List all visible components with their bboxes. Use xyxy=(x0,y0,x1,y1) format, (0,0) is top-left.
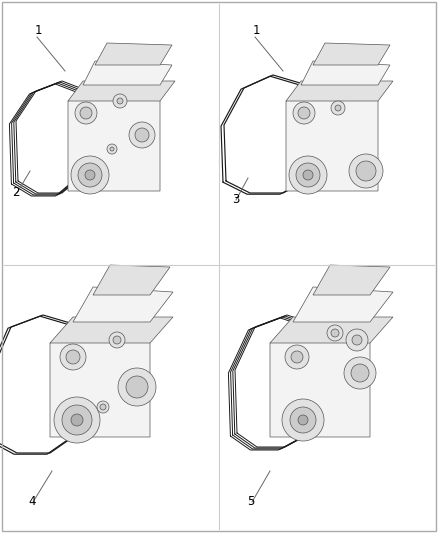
Polygon shape xyxy=(68,81,175,101)
Circle shape xyxy=(109,332,125,348)
Polygon shape xyxy=(83,61,172,85)
Circle shape xyxy=(129,122,155,148)
Circle shape xyxy=(331,329,339,337)
Circle shape xyxy=(327,325,343,341)
Circle shape xyxy=(349,154,383,188)
Polygon shape xyxy=(301,61,390,85)
Circle shape xyxy=(71,414,83,426)
Circle shape xyxy=(100,404,106,410)
Circle shape xyxy=(291,351,303,363)
Circle shape xyxy=(66,350,80,364)
Polygon shape xyxy=(313,265,390,295)
Polygon shape xyxy=(270,323,370,437)
Circle shape xyxy=(113,94,127,108)
Circle shape xyxy=(60,344,86,370)
Polygon shape xyxy=(50,323,150,437)
Circle shape xyxy=(118,368,156,406)
Polygon shape xyxy=(73,287,173,322)
Text: 4: 4 xyxy=(28,495,35,508)
Circle shape xyxy=(107,144,117,154)
Circle shape xyxy=(298,107,310,119)
Circle shape xyxy=(344,357,376,389)
Circle shape xyxy=(351,364,369,382)
Circle shape xyxy=(113,336,121,344)
Text: 2: 2 xyxy=(12,186,20,199)
Circle shape xyxy=(110,147,114,151)
Circle shape xyxy=(290,407,316,433)
Polygon shape xyxy=(270,317,393,343)
Polygon shape xyxy=(50,317,173,343)
Polygon shape xyxy=(293,287,393,322)
Circle shape xyxy=(97,401,109,413)
Polygon shape xyxy=(313,43,390,65)
Circle shape xyxy=(356,161,376,181)
Circle shape xyxy=(85,170,95,180)
Circle shape xyxy=(352,335,362,345)
Circle shape xyxy=(135,128,149,142)
Circle shape xyxy=(54,397,100,443)
Circle shape xyxy=(117,98,123,104)
Circle shape xyxy=(282,399,324,441)
Circle shape xyxy=(346,329,368,351)
Circle shape xyxy=(296,163,320,187)
Circle shape xyxy=(303,170,313,180)
Circle shape xyxy=(285,345,309,369)
Circle shape xyxy=(126,376,148,398)
Circle shape xyxy=(298,415,308,425)
Circle shape xyxy=(289,156,327,194)
Circle shape xyxy=(80,107,92,119)
Text: 1: 1 xyxy=(253,24,261,37)
Circle shape xyxy=(71,156,109,194)
Text: 1: 1 xyxy=(35,24,42,37)
Circle shape xyxy=(331,101,345,115)
Circle shape xyxy=(335,105,341,111)
Polygon shape xyxy=(286,85,378,191)
Text: 3: 3 xyxy=(232,193,240,206)
Circle shape xyxy=(62,405,92,435)
Polygon shape xyxy=(95,43,172,65)
Circle shape xyxy=(293,102,315,124)
Circle shape xyxy=(78,163,102,187)
Polygon shape xyxy=(286,81,393,101)
Polygon shape xyxy=(93,265,170,295)
Text: 5: 5 xyxy=(247,495,254,508)
Polygon shape xyxy=(68,85,160,191)
Circle shape xyxy=(75,102,97,124)
